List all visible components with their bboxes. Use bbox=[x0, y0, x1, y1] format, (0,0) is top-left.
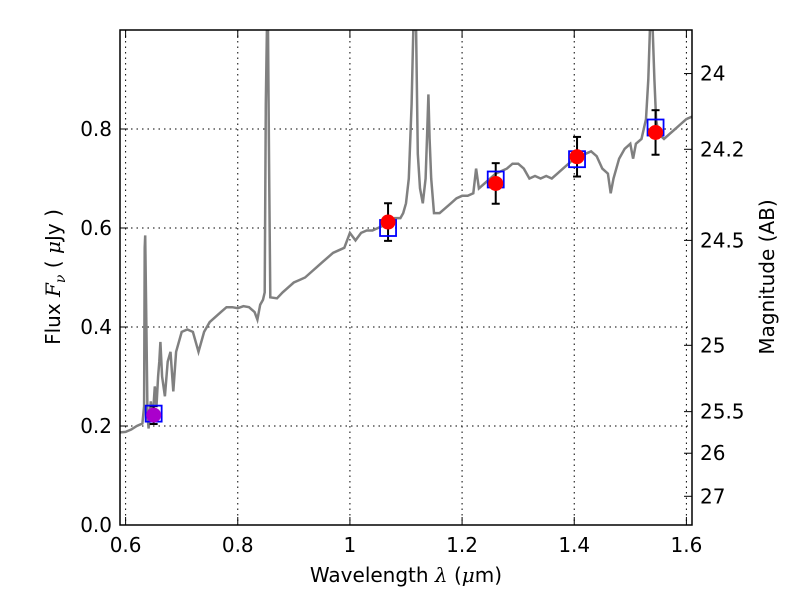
y-axis: 0.0 0.2 0.4 0.6 0.8 bbox=[80, 117, 128, 537]
y-tick-label: 0.6 bbox=[80, 216, 112, 240]
y-tick-label: 0.2 bbox=[80, 414, 112, 438]
y2-axis-label: Magnitude (AB) bbox=[755, 199, 779, 354]
y2-tick-label: 24 bbox=[700, 62, 725, 86]
observed-markers bbox=[146, 124, 664, 423]
x-axis-label: Wavelength λ (μm) bbox=[310, 563, 502, 587]
plot-area bbox=[120, 30, 692, 434]
x-tick-label: 0.6 bbox=[110, 533, 142, 557]
y2-tick-label: 24.5 bbox=[700, 228, 745, 252]
spectrum-line bbox=[120, 30, 692, 434]
y2-tick-label: 26 bbox=[700, 441, 725, 465]
y-axis-label: Flux Fν ( μJy ) bbox=[41, 209, 69, 345]
y2-tick-label: 25.5 bbox=[700, 400, 745, 424]
x-tick-label: 1.4 bbox=[558, 533, 590, 557]
plot-frame bbox=[119, 29, 693, 526]
x-axis: 0.6 0.8 1 1.2 1.4 1.6 bbox=[110, 30, 702, 557]
x-tick-label: 0.8 bbox=[222, 533, 254, 557]
observed-point bbox=[380, 214, 396, 230]
observed-point bbox=[648, 124, 664, 140]
y2-axis: 24 24.2 24.5 25 25.5 26 27 bbox=[684, 62, 745, 508]
observed-point bbox=[488, 175, 504, 191]
x-tick-label: 1 bbox=[344, 533, 357, 557]
y2-tick-label: 27 bbox=[700, 484, 725, 508]
y-tick-label: 0.4 bbox=[80, 315, 112, 339]
observed-point bbox=[146, 407, 162, 423]
y-tick-label: 0.0 bbox=[80, 513, 112, 537]
y2-tick-label: 24.2 bbox=[700, 137, 745, 161]
x-tick-label: 1.2 bbox=[446, 533, 478, 557]
x-tick-label: 1.6 bbox=[670, 533, 702, 557]
y-tick-label: 0.8 bbox=[80, 117, 112, 141]
observed-point bbox=[569, 149, 585, 165]
y2-tick-label: 25 bbox=[700, 333, 725, 357]
model-markers bbox=[144, 118, 665, 423]
grid bbox=[120, 30, 692, 526]
